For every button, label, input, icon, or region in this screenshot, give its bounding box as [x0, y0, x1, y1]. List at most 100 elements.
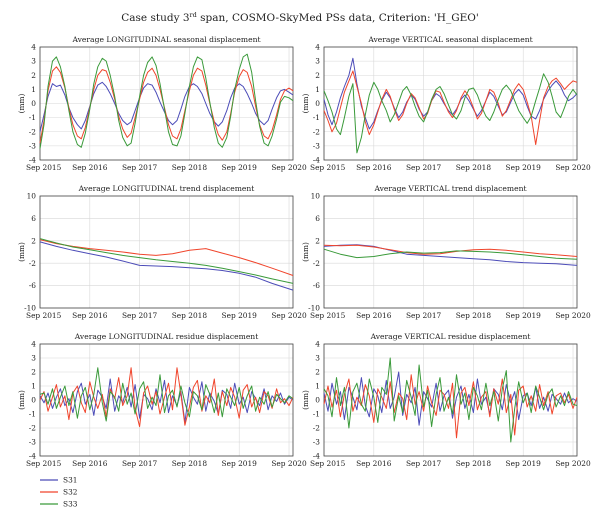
- legend-item-s31: S31: [40, 476, 77, 485]
- y-axis-label: (mm): [17, 242, 26, 262]
- y-tick-label: 3: [315, 354, 320, 363]
- y-tick-label: -10: [24, 304, 36, 313]
- y-tick-label: -2: [313, 424, 320, 433]
- x-tick-label: Sep 2018: [172, 311, 208, 320]
- legend-label: S31: [63, 476, 77, 485]
- panel-title: Average VERTICAL residue displacement: [370, 332, 531, 341]
- series-line-s33: [39, 53, 294, 149]
- legend-item-s32: S32: [40, 488, 77, 497]
- y-tick-label: 10: [27, 192, 37, 201]
- legend-label: S32: [63, 488, 77, 497]
- y-tick-label: -6: [29, 281, 36, 290]
- y-tick-label: 2: [31, 236, 36, 245]
- y-tick-label: 1: [315, 382, 320, 391]
- panel-title: Average VERTICAL trend displacement: [373, 184, 526, 193]
- x-tick-label: Sep 2017: [406, 163, 442, 172]
- x-tick-label: Sep 2019: [506, 311, 542, 320]
- y-tick-label: 3: [31, 354, 36, 363]
- figure-title: Case study 3rd span, COSMO-SkyMed PSs da…: [121, 11, 479, 24]
- x-tick-label: Sep 2016: [356, 459, 392, 468]
- x-tick-label: Sep 2015: [26, 163, 62, 172]
- y-tick-label: 0: [315, 99, 320, 108]
- y-tick-label: -3: [29, 438, 36, 447]
- x-tick-label: Sep 2018: [456, 163, 492, 172]
- x-tick-label: Sep 2017: [122, 459, 158, 468]
- y-tick-label: -2: [29, 127, 36, 136]
- y-tick-label: -2: [29, 424, 36, 433]
- x-tick-label: Sep 2020: [271, 311, 307, 320]
- series-line-s33: [39, 367, 294, 422]
- x-tick-label: Sep 2016: [72, 459, 108, 468]
- y-tick-label: 4: [31, 340, 36, 349]
- legend-item-s33: S33: [40, 500, 78, 509]
- x-tick-label: Sep 2017: [122, 311, 158, 320]
- plot-frame: [39, 46, 294, 161]
- x-tick-label: Sep 2017: [122, 163, 158, 172]
- y-tick-label: 2: [31, 368, 36, 377]
- series-line-s32: [39, 367, 294, 428]
- x-tick-label: Sep 2019: [222, 459, 258, 468]
- panel-vert-residue: -4 -3 -2 -1 0 1 2 3 4 Sep 2015 Sep 2016 Sep 2017 Sep…: [301, 332, 591, 468]
- series-line-s32: [323, 70, 578, 145]
- y-tick-label: -1: [313, 113, 320, 122]
- y-tick-label: -6: [313, 281, 320, 290]
- series-line-s32: [323, 374, 578, 439]
- x-tick-label: Sep 2018: [456, 459, 492, 468]
- y-tick-label: -4: [313, 156, 320, 165]
- y-tick-label: 2: [315, 236, 320, 245]
- y-tick-label: -3: [313, 438, 320, 447]
- panel-title: Average VERTICAL seasonal displacement: [367, 35, 532, 44]
- y-tick-label: -1: [29, 410, 36, 419]
- x-tick-label: Sep 2015: [310, 163, 346, 172]
- y-tick-label: 0: [315, 396, 320, 405]
- panel-title: Average LONGITUDINAL seasonal displaceme…: [71, 35, 260, 44]
- x-tick-label: Sep 2020: [555, 311, 591, 320]
- y-tick-label: 2: [315, 368, 320, 377]
- plot-frame: [323, 343, 578, 457]
- y-tick-label: -2: [29, 259, 36, 268]
- x-tick-label: Sep 2015: [310, 459, 346, 468]
- y-tick-label: 6: [315, 214, 320, 223]
- series-line-s33: [323, 248, 578, 260]
- x-tick-label: Sep 2015: [26, 459, 62, 468]
- panel-title: Average LONGITUDINAL residue displacemen…: [74, 332, 259, 341]
- x-tick-label: Sep 2019: [506, 459, 542, 468]
- series-line-s31: [323, 244, 578, 266]
- x-tick-label: Sep 2017: [406, 311, 442, 320]
- series-line-s31: [39, 241, 294, 291]
- panel-vert-trend: -10 -6 -2 2 6 10 Sep 2015 Sep 2016 Sep 2017 Sep 2…: [301, 184, 591, 320]
- figure-title-main: Case study 3: [121, 12, 189, 24]
- x-tick-label: Sep 2016: [356, 163, 392, 172]
- y-tick-label: 6: [31, 214, 36, 223]
- x-tick-label: Sep 2020: [271, 459, 307, 468]
- y-tick-label: 4: [315, 43, 320, 52]
- x-tick-label: Sep 2020: [271, 163, 307, 172]
- x-tick-label: Sep 2018: [172, 163, 208, 172]
- series-line-s33: [323, 357, 578, 443]
- x-tick-label: Sep 2019: [222, 163, 258, 172]
- x-tick-label: Sep 2016: [356, 311, 392, 320]
- x-tick-label: Sep 2015: [310, 311, 346, 320]
- y-axis-label: (mm): [301, 390, 310, 410]
- x-tick-label: Sep 2016: [72, 163, 108, 172]
- y-tick-label: 3: [315, 57, 320, 66]
- y-tick-label: 0: [31, 99, 36, 108]
- y-tick-label: 10: [311, 192, 321, 201]
- y-tick-label: -1: [29, 113, 36, 122]
- y-tick-label: -4: [313, 452, 320, 461]
- y-tick-label: -3: [313, 141, 320, 150]
- y-axis-label: (mm): [17, 93, 26, 113]
- y-tick-label: -4: [29, 156, 36, 165]
- y-tick-label: -10: [308, 304, 320, 313]
- y-tick-label: 2: [315, 71, 320, 80]
- x-tick-label: Sep 2020: [555, 459, 591, 468]
- plot-frame: [323, 195, 578, 309]
- y-tick-label: 1: [31, 382, 36, 391]
- x-tick-label: Sep 2018: [456, 311, 492, 320]
- y-tick-label: 1: [31, 85, 36, 94]
- x-tick-label: Sep 2015: [26, 311, 62, 320]
- y-tick-label: -2: [313, 259, 320, 268]
- y-tick-label: 0: [31, 396, 36, 405]
- y-axis-label: (mm): [301, 93, 310, 113]
